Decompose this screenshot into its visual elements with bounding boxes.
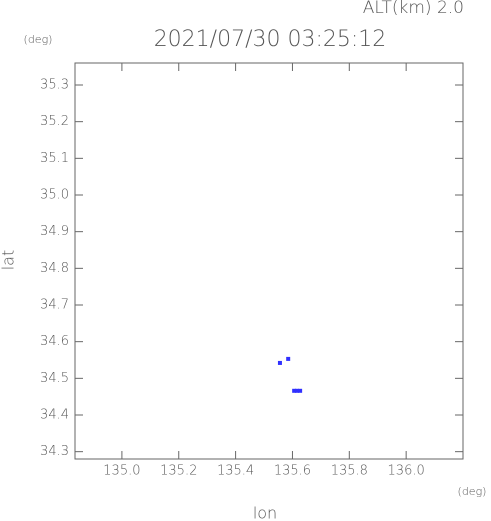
- y-tick-label: 34.6: [40, 334, 69, 349]
- y-tick-label: 35.3: [40, 78, 69, 93]
- y-tick-label: 35.2: [40, 114, 69, 129]
- x-tick-label: 135.6: [274, 464, 311, 479]
- y-tick-label: 34.3: [40, 444, 69, 459]
- y-tick-label: 34.4: [40, 408, 69, 423]
- y-tick-label: 34.8: [40, 261, 69, 276]
- x-axis-label: lon: [253, 504, 277, 521]
- x-unit: (deg): [458, 485, 487, 498]
- annotation: ALT(km) 2.0: [363, 0, 464, 18]
- point: [292, 388, 297, 393]
- y-tick-label: 35.1: [40, 151, 69, 166]
- point: [286, 356, 291, 361]
- y-tick-label: 35.0: [40, 188, 69, 203]
- y-tick-label: 34.9: [40, 224, 69, 239]
- x-tick-label: 135.0: [103, 464, 140, 479]
- chart-title: 2021/07/30 03:25:12: [154, 27, 387, 52]
- x-tick-label: 135.4: [217, 464, 254, 479]
- plot-frame: [74, 62, 464, 460]
- point: [298, 388, 303, 393]
- x-tick-label: 136.0: [388, 464, 425, 479]
- y-axis-label: lat: [0, 250, 18, 271]
- point: [294, 388, 299, 393]
- point: [277, 360, 282, 365]
- y-tick-label: 34.5: [40, 371, 69, 386]
- x-tick-label: 135.2: [160, 464, 197, 479]
- y-tick-label: 34.7: [40, 298, 69, 313]
- x-tick-label: 135.8: [331, 464, 368, 479]
- y-unit: (deg): [24, 33, 53, 46]
